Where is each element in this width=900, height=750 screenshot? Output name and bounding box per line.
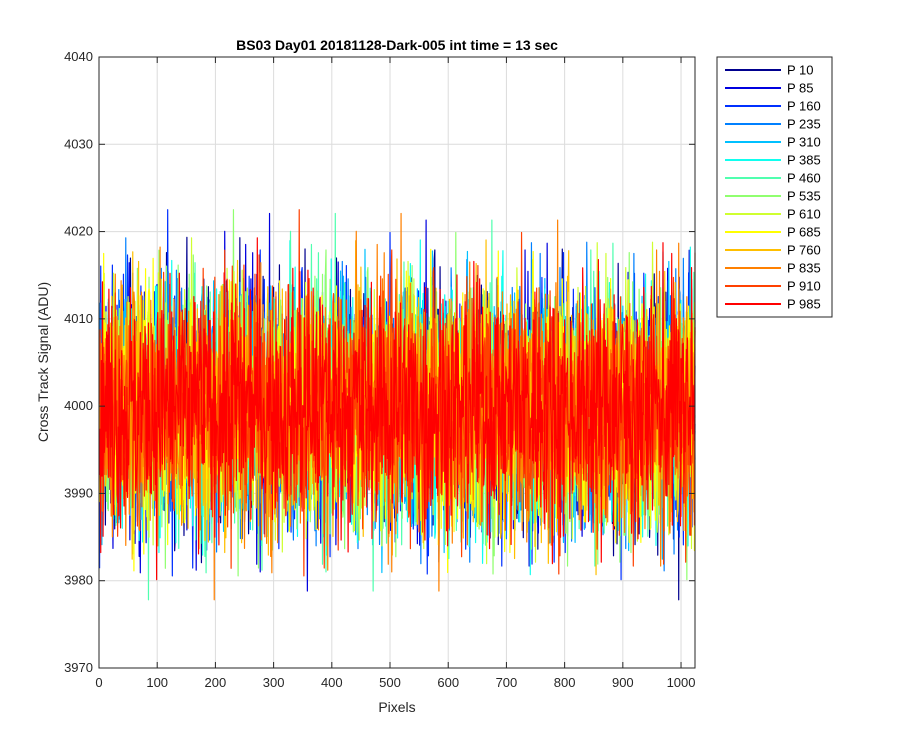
legend-label: P 760 — [787, 243, 821, 258]
x-tick-label: 0 — [95, 675, 102, 690]
x-tick-label: 800 — [554, 675, 576, 690]
y-tick-label: 4010 — [64, 311, 93, 326]
legend-label: P 235 — [787, 117, 821, 132]
x-tick-label: 200 — [205, 675, 227, 690]
series-lines — [98, 209, 696, 601]
x-tick-label: 100 — [146, 675, 168, 690]
legend: P 10 P 85 P 160 P 235 P 310 P 385 P 460 P 535 P … — [716, 56, 833, 318]
y-tick-label: 4040 — [64, 49, 93, 64]
legend-label: P 985 — [787, 297, 821, 312]
legend-label: P 310 — [787, 135, 821, 150]
x-tick-label: 1000 — [667, 675, 696, 690]
chart-title: BS03 Day01 20181128-Dark-005 int time = … — [236, 37, 558, 53]
y-tick-label: 3990 — [64, 485, 93, 500]
legend-label: P 460 — [787, 171, 821, 186]
y-tick-label: 4020 — [64, 224, 93, 239]
legend-label: P 910 — [787, 279, 821, 294]
legend-label: P 160 — [787, 99, 821, 114]
x-axis-label: Pixels — [378, 699, 415, 715]
legend-label: P 535 — [787, 189, 821, 204]
series-line-13 — [98, 237, 696, 581]
x-tick-label: 400 — [321, 675, 343, 690]
y-tick-label: 3980 — [64, 573, 93, 588]
legend-label: P 610 — [787, 207, 821, 222]
legend-label: P 685 — [787, 225, 821, 240]
legend-box — [716, 56, 833, 318]
y-tick-label: 3970 — [64, 660, 93, 675]
y-axis-label: Cross Track Signal (ADU) — [35, 282, 51, 442]
x-tick-label: 700 — [496, 675, 518, 690]
y-tick-label: 4000 — [64, 398, 93, 413]
y-tick-label: 4030 — [64, 136, 93, 151]
x-tick-label: 500 — [379, 675, 401, 690]
legend-label: P 85 — [787, 81, 814, 96]
plot-area-frame — [98, 56, 696, 669]
ticks: 0 100 200 300 400 500 600 700 800 900 1000 3970 3980… — [64, 49, 695, 690]
legend-label: P 385 — [787, 153, 821, 168]
x-tick-label: 900 — [612, 675, 634, 690]
legend-label: P 10 — [787, 63, 814, 78]
x-tick-label: 300 — [263, 675, 285, 690]
legend-label: P 835 — [787, 261, 821, 276]
x-tick-label: 600 — [437, 675, 459, 690]
